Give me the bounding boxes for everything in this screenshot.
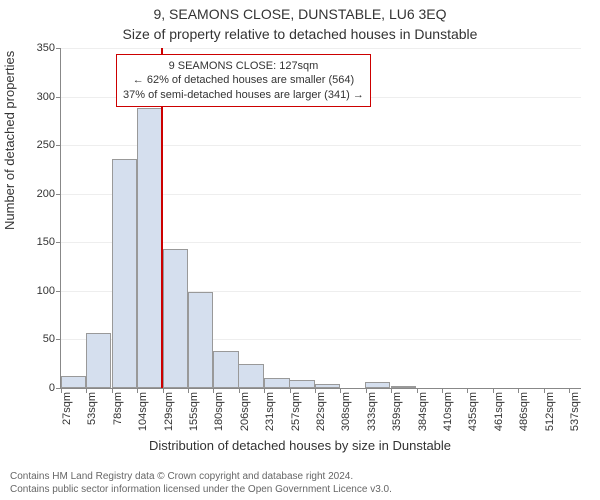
histogram-bar bbox=[289, 380, 314, 388]
xtick-label: 129sqm bbox=[163, 392, 175, 431]
footer-line2: Contains public sector information licen… bbox=[10, 483, 392, 496]
annotation-line3: 37% of semi-detached houses are larger (… bbox=[123, 88, 364, 102]
chart-title-line1: 9, SEAMONS CLOSE, DUNSTABLE, LU6 3EQ bbox=[0, 6, 600, 22]
xtick-label: 435sqm bbox=[467, 392, 479, 431]
annotation-box: 9 SEAMONS CLOSE: 127sqm← 62% of detached… bbox=[116, 54, 371, 107]
ytick-label: 200 bbox=[37, 188, 55, 200]
ytick-mark bbox=[56, 339, 61, 340]
xtick-label: 308sqm bbox=[340, 392, 352, 431]
histogram-bar bbox=[112, 159, 137, 388]
footer-line1: Contains HM Land Registry data © Crown c… bbox=[10, 470, 392, 483]
xtick-label: 461sqm bbox=[493, 392, 505, 431]
histogram-bar bbox=[137, 108, 162, 388]
ytick-label: 350 bbox=[37, 42, 55, 54]
xtick-label: 180sqm bbox=[213, 392, 225, 431]
xtick-label: 257sqm bbox=[290, 392, 302, 431]
xtick-label: 384sqm bbox=[417, 392, 429, 431]
ytick-label: 0 bbox=[49, 382, 55, 394]
ytick-mark bbox=[56, 48, 61, 49]
histogram-bar bbox=[86, 333, 111, 388]
ytick-mark bbox=[56, 242, 61, 243]
xtick-label: 104sqm bbox=[137, 392, 149, 431]
histogram-bar bbox=[213, 351, 238, 388]
x-axis-label: Distribution of detached houses by size … bbox=[0, 438, 600, 453]
plot-area: 05010015020025030035027sqm53sqm78sqm104s… bbox=[60, 48, 581, 389]
gridline bbox=[61, 48, 581, 49]
ytick-mark bbox=[56, 145, 61, 146]
ytick-mark bbox=[56, 194, 61, 195]
xtick-label: 27sqm bbox=[61, 392, 73, 425]
histogram-bar bbox=[238, 364, 263, 388]
ytick-label: 150 bbox=[37, 236, 55, 248]
xtick-label: 155sqm bbox=[188, 392, 200, 431]
ytick-label: 100 bbox=[37, 285, 55, 297]
xtick-label: 231sqm bbox=[264, 392, 276, 431]
y-axis-label: Number of detached properties bbox=[2, 51, 17, 230]
xtick-label: 78sqm bbox=[112, 392, 124, 425]
annotation-line1: 9 SEAMONS CLOSE: 127sqm bbox=[123, 59, 364, 73]
chart-title-line2: Size of property relative to detached ho… bbox=[0, 26, 600, 42]
xtick-label: 333sqm bbox=[366, 392, 378, 431]
histogram-bar bbox=[264, 378, 289, 388]
xtick-label: 359sqm bbox=[391, 392, 403, 431]
ytick-mark bbox=[56, 97, 61, 98]
histogram-bar bbox=[315, 384, 340, 388]
ytick-label: 250 bbox=[37, 139, 55, 151]
ytick-label: 50 bbox=[43, 333, 55, 345]
footer-attribution: Contains HM Land Registry data © Crown c… bbox=[10, 470, 392, 496]
annotation-line2: ← 62% of detached houses are smaller (56… bbox=[123, 73, 364, 87]
xtick-label: 53sqm bbox=[86, 392, 98, 425]
xtick-label: 206sqm bbox=[239, 392, 251, 431]
xtick-label: 410sqm bbox=[442, 392, 454, 431]
histogram-bar bbox=[61, 376, 86, 388]
ytick-label: 300 bbox=[37, 91, 55, 103]
xtick-label: 282sqm bbox=[315, 392, 327, 431]
histogram-bar bbox=[365, 382, 390, 388]
xtick-label: 537sqm bbox=[569, 392, 581, 431]
ytick-mark bbox=[56, 291, 61, 292]
histogram-bar bbox=[391, 386, 416, 388]
xtick-label: 512sqm bbox=[544, 392, 556, 431]
chart-container: 9, SEAMONS CLOSE, DUNSTABLE, LU6 3EQ Siz… bbox=[0, 0, 600, 500]
histogram-bar bbox=[163, 249, 188, 388]
xtick-label: 486sqm bbox=[518, 392, 530, 431]
histogram-bar bbox=[188, 292, 213, 388]
